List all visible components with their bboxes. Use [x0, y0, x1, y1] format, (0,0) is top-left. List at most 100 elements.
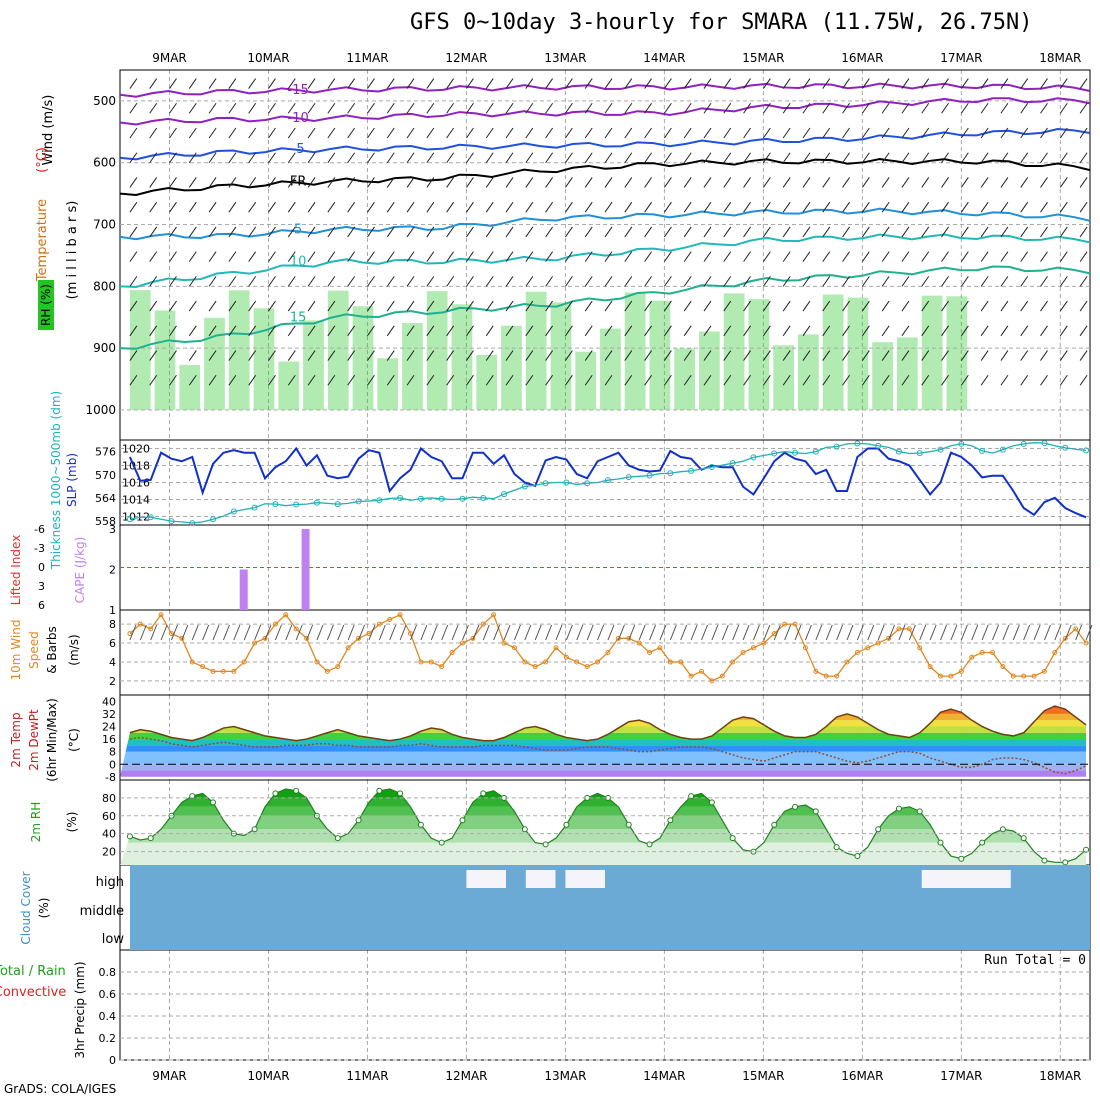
wind10m-point [553, 645, 559, 651]
wind-barb [921, 102, 930, 114]
thickness-point [625, 474, 632, 481]
wind-barb [466, 374, 474, 386]
wind-barb [881, 127, 890, 139]
wind-barb [129, 300, 138, 312]
wind10m-barb [202, 624, 210, 641]
rh-fill-cell [550, 302, 572, 410]
cloud-clear-patch [961, 870, 1011, 888]
wind-barb [347, 152, 356, 164]
wind-barb [564, 152, 573, 164]
rh-swatch [38, 280, 54, 330]
wind-barb [624, 300, 633, 312]
wind-barb [307, 350, 316, 361]
wind-barb [248, 152, 257, 164]
wind-barb [604, 127, 613, 139]
wind-barb [268, 102, 276, 114]
thickness-point [875, 442, 882, 449]
wind10m-point [1010, 673, 1016, 679]
wind-barb [802, 201, 811, 213]
wind-barb [228, 300, 237, 312]
wind10m-point [938, 673, 944, 679]
li-label: Lifted Index [9, 535, 23, 606]
wind-barb [149, 152, 158, 164]
wind-barb [842, 152, 850, 164]
wind-barb [921, 201, 930, 213]
wind10m-point [127, 631, 133, 637]
wind-barb [901, 201, 910, 213]
wind-barb [485, 177, 494, 188]
wind10m-barb [254, 624, 262, 641]
wind10m-point [543, 659, 549, 665]
wind-barb [505, 350, 514, 361]
temp-label: Temperature [35, 199, 50, 282]
wind-barb [485, 276, 494, 287]
wind10m-barb [617, 624, 625, 641]
wind-barb [881, 152, 890, 164]
wind-barb [683, 374, 692, 386]
wind-barb [762, 102, 771, 114]
wind10m-point [262, 635, 268, 641]
wind-barb [782, 300, 791, 312]
wind-barb [1079, 102, 1088, 114]
wind10m-point [470, 635, 476, 641]
wind-barb [762, 127, 771, 139]
thickness-point [708, 464, 715, 471]
wind-barb [228, 152, 237, 164]
wind-barb [386, 276, 395, 287]
wind-barb [268, 177, 276, 188]
wind-barb [287, 152, 296, 164]
thickness-point [771, 450, 778, 457]
wind-barb [663, 226, 672, 238]
wind-barb [584, 78, 593, 89]
wind-barb [1040, 276, 1048, 287]
wind-barb [604, 78, 613, 89]
wind-barb [1040, 300, 1048, 312]
wind-barb [881, 276, 890, 287]
wind-barb [901, 152, 910, 164]
rh2m-point [916, 808, 923, 815]
wind10m-point [449, 650, 455, 655]
wind-barb [1020, 251, 1029, 262]
wind-barb [584, 177, 593, 188]
wind-barb [683, 325, 692, 337]
rh-fill-cell [872, 342, 893, 410]
wind-barb [208, 300, 217, 312]
rh-fill-cell [303, 320, 324, 410]
isotherm-label: 5 [294, 222, 302, 237]
wind-barb [1000, 374, 1009, 386]
wind-barb [129, 152, 138, 164]
wind-barb [525, 350, 534, 361]
wind-barb [1020, 350, 1029, 361]
rh2m-point [563, 821, 570, 828]
wind10m-barb [836, 624, 844, 641]
rh2m-point [542, 841, 549, 848]
wind-barb [901, 300, 910, 312]
wind-barb [149, 276, 158, 287]
wind10m-barb [1044, 624, 1051, 641]
rh-fill-cell [278, 361, 300, 410]
wind-barb [584, 251, 593, 262]
wind-barb [386, 374, 395, 386]
wind-barb [762, 201, 771, 213]
pressure-tick-label: 900 [93, 341, 116, 355]
wind10m-point [1052, 650, 1058, 655]
wind-barb [842, 276, 850, 287]
wind-barb [604, 350, 613, 361]
wind-barb [604, 374, 613, 386]
rh-fill-cell [773, 345, 794, 410]
wind-barb [604, 276, 613, 287]
wind-barb [545, 102, 554, 114]
wind-barb [268, 127, 276, 139]
wind10m-point [792, 621, 798, 627]
wind10m-point [501, 640, 507, 646]
temp-band [120, 720, 1087, 727]
wind-barb [822, 350, 831, 361]
wind10m-point [730, 659, 736, 665]
wind-barb [762, 177, 771, 188]
wind-barb [644, 350, 653, 361]
wind-barb [564, 325, 573, 337]
wind10m-point [220, 668, 226, 674]
wind-barb [1000, 350, 1009, 361]
wind-barb [980, 152, 989, 164]
wind-barb [604, 152, 613, 164]
